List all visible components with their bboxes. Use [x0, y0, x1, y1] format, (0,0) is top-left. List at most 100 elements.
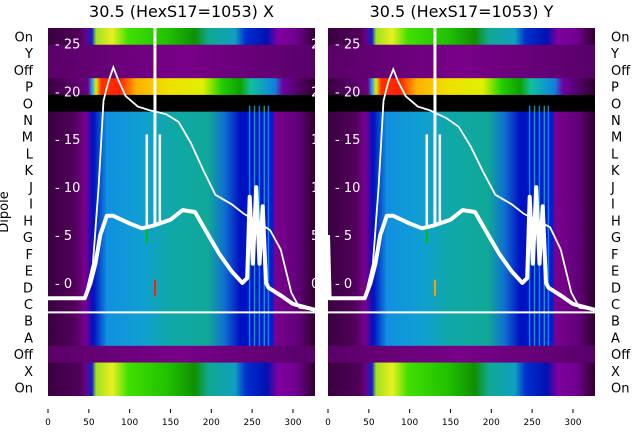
row-label: J: [28, 181, 33, 196]
row-label: C: [24, 298, 33, 313]
overlay-ytick-label: - 15: [55, 133, 80, 148]
heatmap-row-off: [48, 345, 315, 364]
xtick-label: 0: [45, 418, 51, 428]
row-label: H: [611, 214, 621, 229]
heatmap-row-e: [328, 262, 595, 280]
xtick-label: 250: [244, 418, 261, 428]
marker: [145, 227, 148, 243]
row-label: L: [26, 147, 34, 162]
overlay-ytick-label-right: 25: [311, 37, 328, 52]
row-label: P: [611, 81, 619, 96]
row-label: On: [15, 30, 33, 45]
y-axis-label: Dipole: [0, 191, 12, 232]
heatmap-row-x: [328, 362, 595, 380]
heatmap-row-l: [328, 145, 595, 163]
heatmap-row-b: [48, 312, 315, 330]
heatmap-row-y: [328, 44, 595, 62]
plot-area: - 0 - 5 - 10 - 15 - 20 - 25: [328, 28, 595, 396]
xtick-label: 150: [442, 418, 459, 428]
heatmap-row-d: [328, 278, 595, 297]
row-label: I: [29, 198, 33, 213]
overlay-ytick-label: - 0: [55, 277, 72, 292]
panel-title: 30.5 (HexS17=1053) X: [89, 2, 274, 21]
heatmap-row-off: [328, 345, 595, 364]
row-label: A: [611, 331, 620, 346]
row-label: C: [611, 298, 620, 313]
thin-line-series: [328, 66, 595, 311]
row-label: B: [24, 315, 33, 330]
xtick-label: 100: [121, 418, 138, 428]
thick-line-series: [48, 185, 315, 312]
row-label: M: [611, 131, 622, 146]
heatmap-stripe: [267, 105, 270, 346]
row-label: G: [611, 231, 621, 246]
xtick-label: 300: [564, 418, 581, 428]
row-label: Off: [14, 64, 34, 79]
heatmap-row-p: [48, 78, 315, 96]
heatmap-row-o: [48, 94, 315, 113]
heatmap-row-p: [328, 78, 595, 96]
heatmap-row-m: [48, 128, 315, 146]
xtick-label: 250: [524, 418, 541, 428]
overlay-ytick-label: - 5: [335, 229, 352, 244]
heatmap-row-h: [48, 212, 315, 230]
overlay-ytick-label-right: 15: [311, 133, 328, 148]
xtick-label: 150: [162, 418, 179, 428]
row-label: N: [611, 114, 621, 129]
row-label: N: [23, 114, 33, 129]
overlay-ytick-label: - 25: [55, 37, 80, 52]
heatmap-row-x: [48, 362, 315, 380]
row-label: On: [15, 382, 33, 397]
xtick-label: 200: [483, 418, 500, 428]
panel-title: 30.5 (HexS17=1053) Y: [370, 2, 554, 21]
row-label: I: [611, 198, 615, 213]
row-label: B: [611, 315, 620, 330]
row-label: D: [611, 281, 621, 296]
row-label: E: [611, 265, 619, 280]
row-label: X: [24, 365, 33, 380]
marker: [425, 227, 428, 243]
overlay-ytick-label: - 10: [335, 181, 360, 196]
row-label: O: [611, 97, 621, 112]
heatmap-row-on: [48, 379, 315, 396]
xtick-label: 50: [363, 418, 375, 428]
row-label: K: [24, 164, 33, 179]
heatmap-row-on: [328, 379, 595, 396]
heatmap-row-k: [328, 161, 595, 180]
heatmap-row-on: [328, 28, 595, 46]
heatmap-row-h: [328, 212, 595, 230]
row-label: X: [611, 365, 620, 380]
heatmap-row-l: [48, 145, 315, 163]
row-label: M: [22, 131, 33, 146]
heatmap-row-b: [328, 312, 595, 330]
xtick-label: 200: [203, 418, 220, 428]
overlay-ytick-label-right: 10: [311, 181, 328, 196]
row-label: P: [25, 81, 33, 96]
overlay-ytick-label-right: 20: [311, 85, 328, 100]
heatmap-row-e: [48, 262, 315, 280]
row-label: H: [23, 214, 33, 229]
xtick-label: 50: [83, 418, 95, 428]
heatmap-row-off: [48, 61, 315, 79]
overlay-ytick-label-right: 5: [311, 229, 319, 244]
overlay-ytick-label: - 15: [335, 133, 360, 148]
thick-line-series: [328, 185, 595, 312]
heatmap-row-n: [328, 111, 595, 129]
row-label: D: [23, 281, 33, 296]
row-label: E: [25, 265, 33, 280]
row-label: F: [26, 248, 33, 263]
heatmap-row-a: [48, 329, 315, 347]
heatmap-row-k: [48, 161, 315, 180]
overlay-ytick-label: - 25: [335, 37, 360, 52]
heatmap-row-off: [328, 61, 595, 79]
row-label: A: [24, 331, 33, 346]
xtick-label: 100: [401, 418, 418, 428]
overlay-ytick-label-right: 0: [311, 277, 319, 292]
overlay-ytick-label: - 20: [335, 85, 360, 100]
heatmap-row-c: [48, 295, 315, 313]
row-label: Y: [24, 47, 33, 62]
heatmap-row-f: [48, 245, 315, 263]
heatmap-row-on: [48, 28, 315, 46]
overlay-ytick-label: - 20: [55, 85, 80, 100]
